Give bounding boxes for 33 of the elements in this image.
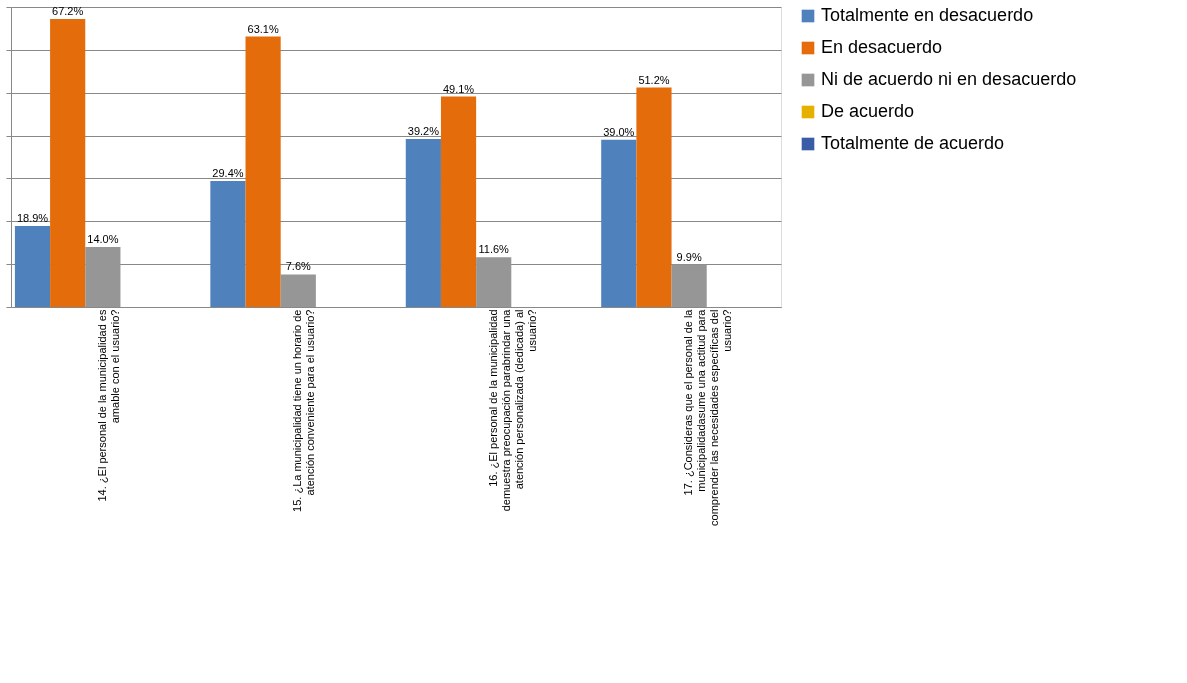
data-label: 11.6%: [478, 243, 510, 256]
legend-label: Totalmente en desacuerdo: [821, 5, 1034, 25]
bar: [85, 247, 121, 307]
bar: [280, 274, 316, 307]
data-label: 9.9%: [676, 250, 702, 263]
data-label: 18.9%: [16, 212, 49, 224]
data-label: 7.6%: [285, 260, 312, 273]
bar: [245, 36, 281, 307]
x-tick-label: 15. ¿La municipalidad tiene un horario de atención conveniente para el usuario?: [291, 309, 317, 512]
legend-label: En desacuerdo: [821, 37, 943, 57]
bar: [210, 181, 246, 307]
data-label: 51.2%: [638, 73, 670, 86]
data-label: 14.0%: [87, 233, 119, 245]
x-tick-label: 14. ¿El personal de la municipalidad es amable con el usuario?: [95, 309, 121, 502]
bar: [50, 19, 86, 307]
legend-label: Ni de acuerdo ni en desacuerdo: [821, 69, 1077, 89]
bar: [671, 264, 707, 307]
data-label: 39.2%: [407, 125, 440, 137]
x-tick-label: 16. ¿El personal de la municipalidad demuestra preocupación parabrindar una atención personalizada (dedicada) al usuario?: [486, 308, 538, 512]
legend-label: De acuerdo: [821, 101, 915, 121]
bar: [601, 139, 637, 307]
bar: [440, 96, 477, 307]
data-label: 67.2%: [52, 5, 84, 17]
data-label: 63.1%: [247, 22, 279, 35]
data-label: 49.1%: [442, 82, 475, 95]
legend-label: Totalmente de acuerdo: [821, 133, 1005, 153]
bar: [405, 139, 441, 307]
data-label: 39.0%: [603, 125, 635, 138]
x-tick-label: 17. ¿Consideras que el personal de la municipalidadasume una actitud para comprender las necesidades específicas del usuario?: [682, 308, 734, 526]
bar: [14, 226, 51, 307]
bar: [476, 257, 512, 307]
bar: [636, 87, 672, 307]
data-label: 29.4%: [212, 167, 244, 179]
